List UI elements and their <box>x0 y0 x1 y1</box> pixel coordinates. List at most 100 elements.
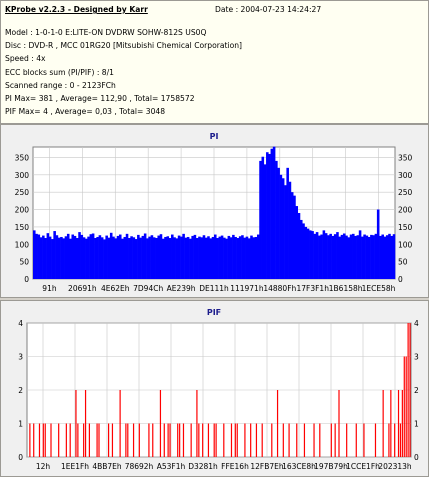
pi-bar <box>329 233 332 279</box>
pi-bar <box>245 236 249 279</box>
y-tick-label: 200 <box>15 206 30 215</box>
pi-bar <box>309 230 312 279</box>
pif-bar <box>33 423 35 457</box>
y-tick-label-right: 200 <box>398 206 413 215</box>
pi-bar <box>64 236 68 279</box>
pi-bar <box>207 236 210 279</box>
pi-bar <box>270 148 274 279</box>
pi-bar <box>152 237 156 279</box>
pi-bar <box>322 230 326 279</box>
pif-bar <box>202 423 204 457</box>
x-tick-label: 17F3F1h <box>296 284 329 293</box>
pi-bar <box>324 233 328 279</box>
pi-bar <box>247 238 251 279</box>
pif-bar <box>88 423 90 457</box>
pi-bar <box>349 234 353 279</box>
pi-bar <box>180 236 183 279</box>
pif-bar <box>405 356 407 457</box>
pi-bar <box>295 206 299 279</box>
pif-bar <box>276 390 279 457</box>
pi-chart-panel: PI 0 0 50 50 100 100 150 150 200 200 250 250 300 300 35… <box>0 124 429 298</box>
pif-bar <box>65 423 67 457</box>
pi-bar <box>198 236 201 279</box>
pif-bar <box>338 390 340 457</box>
pi-bar <box>62 238 65 279</box>
ecc-blocks: ECC blocks sum (PI/PIF) : 8/1 <box>5 68 115 77</box>
pi-bar <box>134 239 138 279</box>
pi-bar <box>297 213 301 279</box>
pi-bar <box>118 234 122 279</box>
y-tick-label-right: 1 <box>414 420 419 429</box>
y-tick-label: 2 <box>18 386 23 395</box>
x-tick-label: DE111h <box>199 284 229 293</box>
pi-bar <box>177 235 181 279</box>
pi-bar <box>107 237 111 279</box>
pif-bar <box>138 423 140 457</box>
pi-bar <box>37 234 41 279</box>
y-tick-label: 3 <box>18 353 23 362</box>
y-tick-label: 100 <box>15 240 30 249</box>
y-tick-label-right: 150 <box>398 223 413 232</box>
pif-bar <box>394 423 396 457</box>
pif-bar <box>303 423 306 457</box>
pif-bar <box>407 323 409 457</box>
pif-bar <box>182 423 185 457</box>
pi-bar <box>390 235 394 279</box>
pi-bar <box>211 236 215 279</box>
pi-bar <box>327 235 330 279</box>
pi-bar <box>223 237 226 279</box>
pif-bar <box>401 390 403 457</box>
pi-bar <box>75 238 79 279</box>
x-tick-label: 78692h <box>125 462 154 471</box>
pi-bar <box>171 234 174 279</box>
pi-bar <box>128 238 131 279</box>
pi-bar <box>254 236 258 279</box>
pi-bar <box>85 238 88 279</box>
pi-bar <box>352 233 355 279</box>
pi-bar <box>80 234 84 279</box>
pi-bar <box>91 233 95 279</box>
pi-bar <box>155 238 158 279</box>
x-tick-label: D3281h <box>188 462 218 471</box>
pif-bar <box>77 423 79 457</box>
pi-bar <box>143 233 147 279</box>
pi-bar <box>286 167 289 279</box>
pif-bar <box>215 423 217 457</box>
pif-bar <box>111 423 114 457</box>
pif-bar <box>334 423 336 457</box>
pi-bar <box>161 238 165 279</box>
x-tick-label: 202313h <box>378 462 412 471</box>
pif-bar <box>127 423 129 457</box>
pif-bar <box>29 423 31 457</box>
pif-stats: PIF Max= 4 , Average= 0,03 , Total= 3048 <box>5 107 166 116</box>
pi-bar <box>48 236 52 279</box>
x-tick-label: 1CCE1Fh <box>346 462 380 471</box>
pif-bar <box>255 423 258 457</box>
pif-bar <box>282 423 284 457</box>
pi-bar <box>112 236 115 279</box>
pif-bar <box>397 390 400 457</box>
pif-bar <box>84 390 87 457</box>
pi-bar <box>290 192 294 279</box>
x-tick-label: 163CE8h <box>282 462 316 471</box>
pif-bar <box>198 423 200 457</box>
pi-bar <box>98 235 102 279</box>
pif-bar <box>234 423 236 457</box>
pi-stats: PI Max= 381 , Average= 112,90 , Total= 1… <box>5 94 195 103</box>
pi-bar <box>340 234 344 279</box>
pi-bar <box>365 235 369 279</box>
pif-bar <box>108 423 110 457</box>
pi-bar <box>94 238 97 279</box>
pi-bar <box>146 238 149 279</box>
y-tick-label-right: 2 <box>414 386 419 395</box>
x-tick-label: FFE16h <box>221 462 249 471</box>
pi-bar <box>33 230 36 279</box>
pif-bar <box>42 423 44 457</box>
pi-bar <box>333 234 337 279</box>
pif-bar <box>96 423 98 457</box>
pif-bar <box>374 423 377 457</box>
pi-bar <box>141 235 145 279</box>
pi-bar <box>331 235 335 279</box>
pi-bar <box>356 235 360 279</box>
pif-bar <box>58 423 60 457</box>
